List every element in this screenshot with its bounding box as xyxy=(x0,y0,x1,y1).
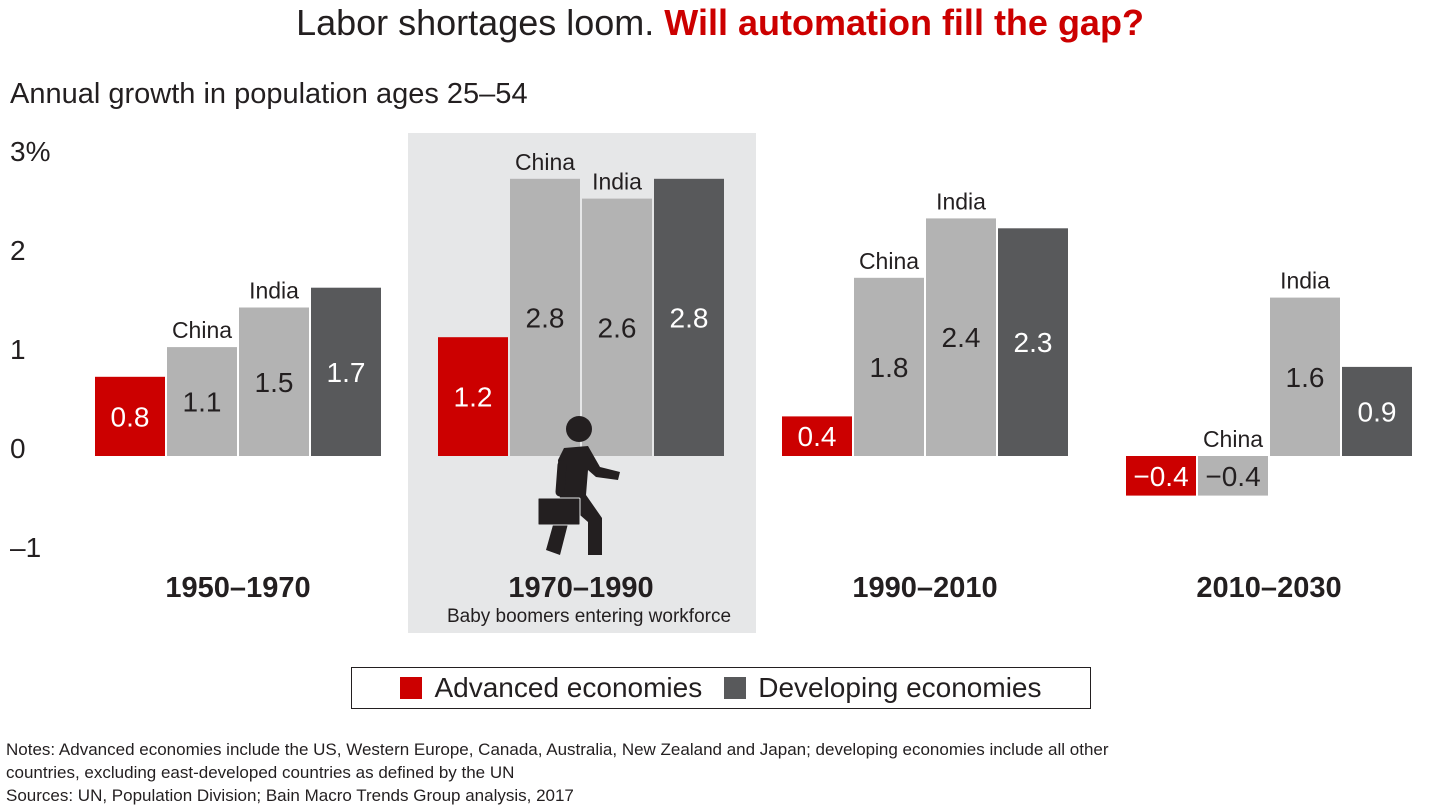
bar-category-label: India xyxy=(249,278,299,304)
period-label: 2010–2030 xyxy=(1196,572,1341,604)
bar xyxy=(510,178,580,457)
bar-value-label: 1.1 xyxy=(183,387,222,418)
bar-value-label: 1.6 xyxy=(1286,362,1325,393)
bar-category-label: India xyxy=(1280,268,1330,294)
bar-category-label: India xyxy=(936,188,986,214)
y-tick-label: 1 xyxy=(10,334,26,365)
bar-value-label: 1.5 xyxy=(255,367,294,398)
bar-value-label: 2.8 xyxy=(526,302,565,333)
bar xyxy=(1270,297,1340,456)
bar xyxy=(239,307,309,456)
y-tick-label: 0 xyxy=(10,433,26,464)
bar xyxy=(438,337,508,456)
walking-businessman-icon xyxy=(537,416,620,555)
notes: Notes: Advanced economies include the US… xyxy=(6,738,1109,807)
sources-line: Sources: UN, Population Division; Bain M… xyxy=(6,786,574,805)
period-label: 1950–1970 xyxy=(165,572,310,604)
y-tick-label: 3% xyxy=(10,136,50,167)
notes-line: Notes: Advanced economies include the US… xyxy=(6,740,1109,759)
bar xyxy=(582,198,652,456)
bar-value-label: −0.4 xyxy=(1205,461,1260,492)
bar xyxy=(926,218,996,456)
y-axis-label: Annual growth in population ages 25–54 xyxy=(10,78,528,110)
legend-label: Advanced economies xyxy=(434,672,703,703)
bar xyxy=(854,277,924,456)
title-part1: Labor shortages loom. xyxy=(296,2,665,43)
bar-value-label: 1.2 xyxy=(454,382,493,413)
y-tick-label: 2 xyxy=(10,235,26,266)
bar-value-label: 2.4 xyxy=(942,322,981,353)
legend-swatch xyxy=(724,677,747,699)
legend-swatch xyxy=(400,677,423,699)
bar-value-label: 2.8 xyxy=(670,302,709,333)
bar-value-label: 0.9 xyxy=(1358,396,1397,427)
bar xyxy=(998,228,1068,456)
bar-value-label: 0.8 xyxy=(111,401,150,432)
title-part2: Will automation fill the gap? xyxy=(664,2,1144,43)
bar-category-label: China xyxy=(1203,426,1263,452)
bar xyxy=(167,347,237,456)
legend-item-developing: Developing economies xyxy=(724,672,1042,704)
legend-item-advanced: Advanced economies xyxy=(400,672,702,704)
legend-label: Developing economies xyxy=(758,672,1042,703)
highlight-annotation: Baby boomers entering workforce xyxy=(447,606,731,627)
bar-category-label: India xyxy=(592,169,642,195)
bar xyxy=(1342,366,1412,456)
legend: Advanced economies Developing economies xyxy=(351,667,1091,709)
period-label: 1990–2010 xyxy=(852,572,997,604)
bar xyxy=(782,416,852,456)
bar xyxy=(654,178,724,457)
bar-value-label: −0.4 xyxy=(1133,461,1188,492)
bar-value-label: 1.7 xyxy=(327,357,366,388)
bar-value-label: 0.4 xyxy=(798,421,837,452)
bar xyxy=(1126,456,1196,496)
bar xyxy=(1198,456,1268,496)
bar xyxy=(311,287,381,456)
period-label: 1970–1990 xyxy=(508,572,653,604)
bar-value-label: 2.6 xyxy=(598,312,637,343)
bar-chart: 3% 2 1 0 –1 0.8 1.1 China 1.5 India 1.7 1950–1970 1.… xyxy=(10,133,1412,633)
bar-value-label: 2.3 xyxy=(1014,327,1053,358)
bar xyxy=(95,376,165,456)
bar-category-label: China xyxy=(859,248,919,274)
chart-title: Labor shortages loom. Will automation fi… xyxy=(0,2,1440,44)
notes-line: countries, excluding east-developed coun… xyxy=(6,763,515,782)
bar-value-label: 1.8 xyxy=(870,352,909,383)
bar-category-label: China xyxy=(515,149,575,175)
y-tick-label: –1 xyxy=(10,532,41,563)
bar-category-label: China xyxy=(172,317,232,343)
